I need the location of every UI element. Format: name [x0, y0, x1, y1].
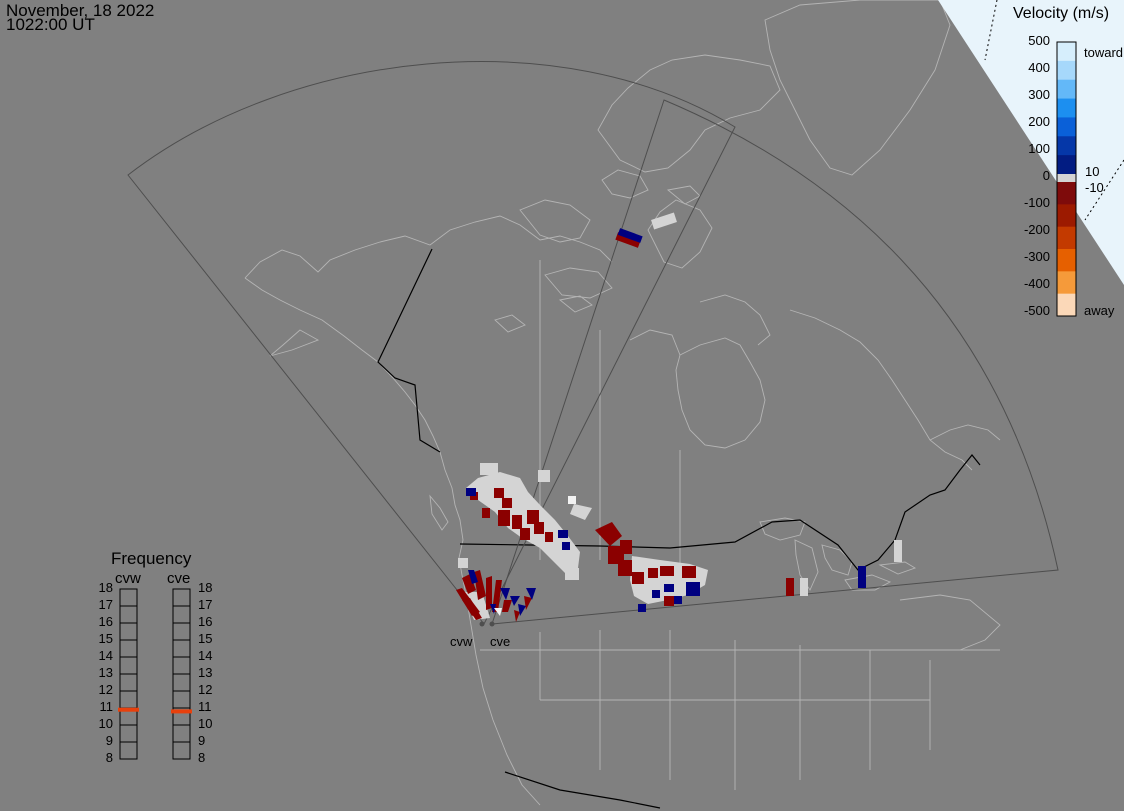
frequency-cell-cve [172, 605, 191, 624]
frequency-cell-cve [172, 622, 191, 641]
frequency-tick-right: 13 [198, 665, 213, 680]
frequency-title: Frequency [111, 549, 192, 568]
frequency-marker-cvw [118, 707, 139, 712]
frequency-cell-cve [172, 724, 191, 743]
velocity-bar-toward-segment [1057, 42, 1076, 62]
fov-cve-outline [491, 99, 1059, 625]
frequency-tick-left: 14 [98, 648, 113, 663]
velocity-bar-toward-segment [1057, 117, 1076, 137]
frequency-tick-left: 18 [98, 580, 113, 595]
velocity-bar-away-segment [1057, 204, 1076, 228]
velocity-tick-label: 500 [1028, 33, 1050, 48]
velocity-bar-toward-segment [1057, 136, 1076, 156]
frequency-tick-left: 13 [98, 665, 113, 680]
frequency-cell-cvw [119, 605, 138, 624]
velocity-tick-label: 400 [1028, 60, 1050, 75]
frequency-tick-right: 9 [198, 733, 206, 748]
velocity-bar-toward-segment [1057, 79, 1076, 100]
velocity-tick-label: 0 [1042, 168, 1050, 183]
frequency-cell-cve [172, 690, 191, 709]
velocity-tick-label: 300 [1028, 87, 1050, 102]
velocity-tick-label: -200 [1023, 222, 1050, 237]
fov-layer [127, 61, 1059, 625]
away-scatter-layer [456, 232, 794, 622]
country-border-layer [377, 248, 981, 809]
velocity-tick-label: -400 [1023, 276, 1050, 291]
light-scatter-layer [494, 496, 576, 616]
frequency-boxes [118, 588, 192, 760]
frequency-cell-cvw [119, 588, 138, 607]
frequency-cell-cvw [119, 673, 138, 692]
velocity-bar-outline [1056, 41, 1077, 317]
toward-scatter-layer [466, 228, 866, 616]
velocity-tick-label: -500 [1023, 303, 1050, 318]
frequency-tick-left: 9 [105, 733, 113, 748]
frequency-tick-right: 15 [198, 631, 213, 646]
frequency-marker-cve [171, 709, 192, 714]
frequency-cell-cvw [119, 622, 138, 641]
velocity-bar-toward-segment [1057, 98, 1076, 118]
radar-column-cvw: cvw [115, 570, 141, 587]
frequency-tick-left: 8 [105, 750, 113, 765]
radar-site-cvw [479, 621, 485, 627]
frequency-cell-cvw [119, 690, 138, 709]
legend-background [938, 0, 1124, 285]
coastline-layer [244, 0, 1001, 806]
radar-site-label-cve: cve [490, 634, 510, 649]
velocity-color-bar [1056, 41, 1077, 317]
velocity-tick-label: -300 [1023, 249, 1050, 264]
frequency-tick-left: 12 [98, 682, 113, 697]
velocity-bar-ground-scatter-segment [1057, 174, 1076, 182]
radar-site-cve [489, 621, 495, 627]
frequency-tick-right: 12 [198, 682, 213, 697]
frequency-tick-right: 10 [198, 716, 213, 731]
velocity-inner-plus: 10 [1085, 164, 1100, 179]
velocity-bar-toward-segment [1057, 155, 1076, 175]
frequency-tick-right: 14 [198, 648, 213, 663]
dashed-guide-2 [1084, 159, 1124, 221]
frequency-tick-right: 17 [198, 597, 213, 612]
fov-cvw-outline [127, 61, 736, 625]
velocity-bar-away-segment [1057, 182, 1076, 205]
frequency-cell-cve [172, 741, 191, 760]
velocity-bar-away-segment [1057, 226, 1076, 250]
frequency-cell-cve [172, 639, 191, 658]
date-label: November, 18 2022 [6, 1, 155, 20]
velocity-bar-toward-segment [1057, 60, 1076, 81]
time-label: 1022:00 UT [6, 15, 95, 34]
frequency-tick-left: 16 [98, 614, 113, 629]
velocity-title: Velocity (m/s) [1013, 5, 1110, 22]
radar-column-cve: cve [167, 570, 191, 587]
frequency-tick-right: 16 [198, 614, 213, 629]
frequency-cell-cvw [119, 724, 138, 743]
frequency-tick-right: 11 [198, 699, 212, 714]
frequency-tick-left: 15 [98, 631, 113, 646]
velocity-inner-minus: -10 [1085, 180, 1104, 195]
frequency-tick-right: 8 [198, 750, 206, 765]
frequency-tick-left: 10 [98, 716, 113, 731]
away-label: away [1084, 303, 1115, 318]
frequency-cell-cvw [119, 639, 138, 658]
frequency-cell-cve [172, 588, 191, 607]
frequency-cell-cve [172, 656, 191, 675]
frequency-tick-left: 17 [98, 597, 113, 612]
frequency-cell-cvw [119, 656, 138, 675]
velocity-bar-away-segment [1057, 271, 1076, 295]
velocity-bar-away-segment [1057, 293, 1076, 317]
velocity-bar-away-segment [1057, 249, 1076, 272]
frequency-tick-right: 18 [198, 580, 213, 595]
dashed-guide-1 [984, 0, 998, 61]
toward-label: toward [1084, 45, 1124, 60]
frequency-cell-cve [172, 673, 191, 692]
velocity-tick-label: -100 [1023, 195, 1050, 210]
frequency-cell-cvw [119, 741, 138, 760]
velocity-tick-label: 100 [1028, 141, 1050, 156]
frequency-tick-left: 11 [99, 699, 114, 714]
velocity-tick-label: 200 [1028, 114, 1050, 129]
radar-site-label-cvw: cvw [450, 634, 473, 649]
